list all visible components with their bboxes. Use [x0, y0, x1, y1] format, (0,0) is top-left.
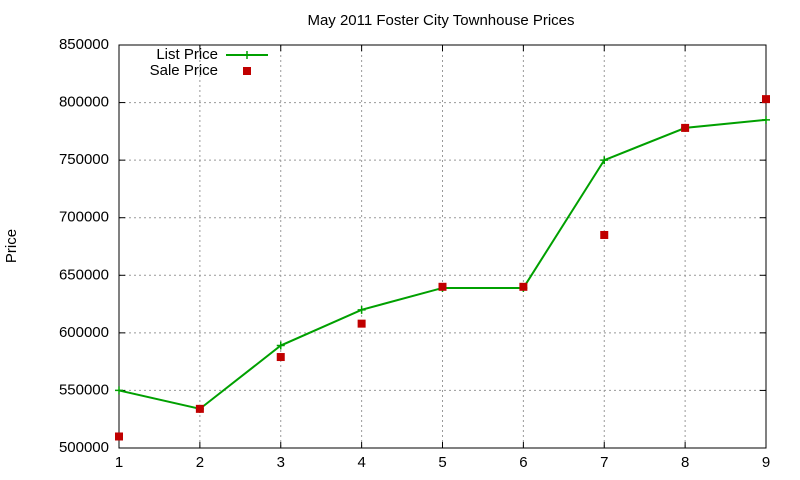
point [357, 319, 366, 328]
point [357, 305, 366, 314]
y-tick-label: 550000 [59, 381, 109, 398]
y-tick-label: 650000 [59, 266, 109, 283]
x-tick-label: 6 [519, 454, 527, 471]
y-tick-label: 500000 [59, 439, 109, 456]
plot-border [118, 44, 767, 449]
x-tick-label: 3 [277, 454, 285, 471]
point [276, 353, 285, 362]
x-tick-label: 9 [762, 454, 770, 471]
point [762, 115, 770, 124]
x-tick-label: 4 [357, 454, 365, 471]
y-tick-label: 600000 [59, 324, 109, 341]
point [600, 230, 609, 239]
point [681, 123, 690, 132]
x-tick-label: 8 [681, 454, 689, 471]
point [115, 386, 123, 395]
point [600, 156, 609, 165]
y-axis-label: Price [3, 229, 20, 263]
x-tick-label: 1 [115, 454, 123, 471]
y-tick-label: 700000 [59, 209, 109, 226]
legend-marker [243, 51, 251, 59]
y-tick-label: 750000 [59, 151, 109, 168]
y-tick-label: 800000 [59, 94, 109, 111]
point [115, 432, 123, 441]
point [519, 282, 528, 291]
chart-title: May 2011 Foster City Townhouse Prices [307, 12, 574, 29]
x-tick-label: 2 [196, 454, 204, 471]
y-tick-label: 850000 [59, 36, 109, 53]
legend-marker [243, 67, 251, 75]
point [438, 282, 447, 291]
x-tick-label: 5 [438, 454, 446, 471]
x-tick-label: 7 [600, 454, 608, 471]
point [276, 341, 285, 350]
point [195, 404, 204, 413]
point [762, 95, 770, 104]
legend-label: Sale Price [150, 62, 218, 79]
legend-label: List Price [156, 46, 218, 63]
